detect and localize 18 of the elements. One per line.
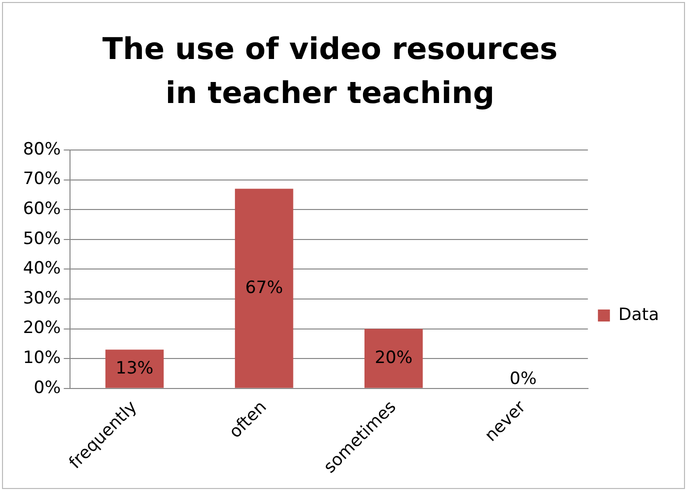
bar <box>105 350 164 388</box>
y-tick-label: 80% <box>22 139 61 160</box>
y-tick-label: 70% <box>22 169 61 190</box>
data-label: 13% <box>116 358 154 378</box>
data-label: 20% <box>374 348 413 368</box>
chart-title: The use of video resources in teacher teaching <box>101 31 559 113</box>
bar <box>364 328 423 388</box>
y-tick-label: 60% <box>22 199 61 220</box>
data-label: 67% <box>245 278 283 298</box>
data-label: 0% <box>510 368 537 389</box>
y-tick-label: 20% <box>22 318 61 338</box>
legend-label: Data <box>618 304 660 325</box>
bar <box>234 188 294 388</box>
y-tick-label: 0% <box>34 378 61 398</box>
y-tick-label: 30% <box>22 288 61 308</box>
y-tick-label: 10% <box>22 348 61 368</box>
y-tick-label: 50% <box>22 228 61 249</box>
y-tick-label: 40% <box>22 258 61 279</box>
